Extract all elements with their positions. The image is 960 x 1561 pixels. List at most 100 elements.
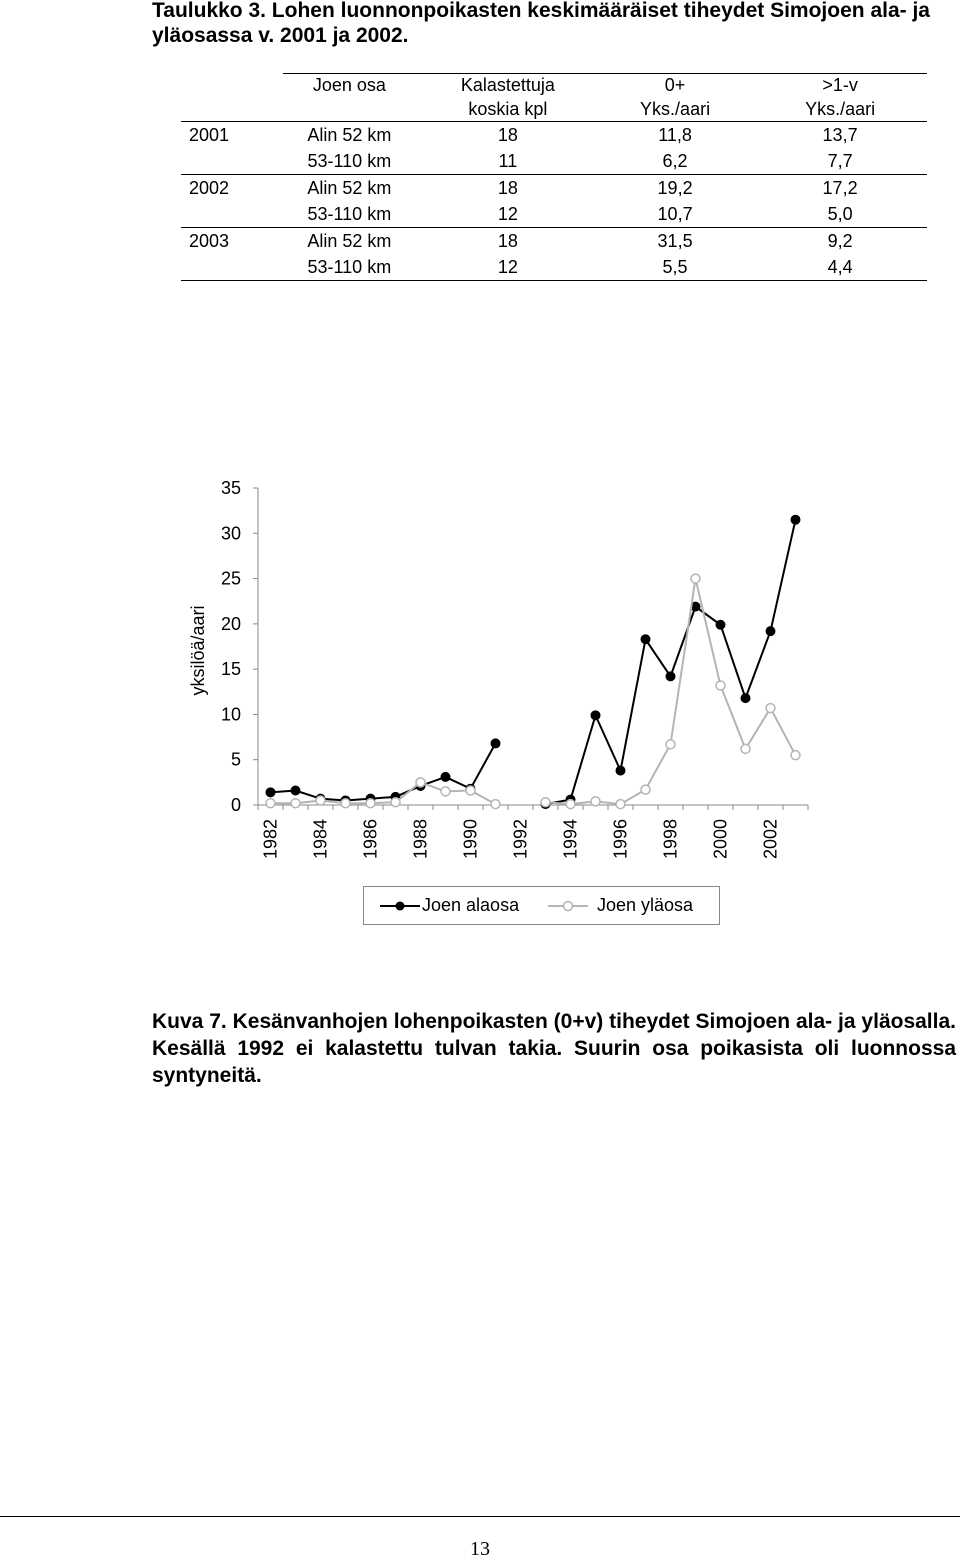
legend-swatch-ylaosa [548, 900, 588, 912]
data-point [490, 798, 501, 810]
series-alaosa [265, 514, 801, 810]
data-point [615, 765, 626, 776]
x-tick-label: 1982 [261, 819, 281, 859]
data-point [665, 671, 676, 682]
table-cell: 11 [498, 151, 518, 171]
y-tick-label: 30 [221, 523, 241, 543]
table-header-cell: Yks./aari [805, 99, 876, 119]
data-point [440, 786, 451, 797]
y-tick-label: 10 [221, 704, 241, 724]
data-point [365, 797, 376, 809]
y-tick-label: 25 [221, 569, 241, 589]
table-row: 2002 Alin 52 km 18 19,2 17,2 [181, 174, 927, 201]
table-cell: 9,2 [753, 227, 927, 254]
table-cell: Alin 52 km [279, 174, 419, 201]
data-point [740, 743, 751, 755]
data-point [415, 777, 426, 788]
table-header-cell: koskia kpl [468, 99, 548, 119]
table-header-cell [181, 97, 280, 122]
data-point [765, 626, 776, 637]
data-point [640, 784, 651, 795]
data-point [390, 797, 401, 808]
table-cell [181, 201, 280, 228]
table-cell: 53-110 km [307, 151, 392, 171]
data-point [790, 514, 801, 525]
table-cell: 18 [418, 121, 597, 148]
data-point [690, 573, 701, 584]
series-line [545, 578, 797, 806]
table-cell: 10,7 [657, 204, 693, 224]
table-cell: 5,5 [596, 254, 754, 281]
x-tick-label: 2000 [711, 819, 731, 859]
y-axis-label: yksilöä/aari [188, 605, 208, 695]
data-point [465, 785, 476, 796]
table-cell: 19,2 [596, 174, 754, 201]
table-caption: Taulukko 3. Lohen luonnonpoikasten keski… [152, 0, 930, 47]
table-header-cell: Kalastettuja [460, 75, 555, 95]
y-tick-label: 15 [221, 659, 241, 679]
x-tick-label: 1988 [411, 819, 431, 859]
table-cell: 5,0 [827, 204, 853, 224]
x-tick-label: 1992 [511, 819, 531, 859]
x-tick-label: 1998 [661, 819, 681, 859]
table-row: 2001 Alin 52 km 18 11,8 13,7 [181, 121, 927, 148]
data-point [590, 796, 601, 807]
data-point [640, 634, 651, 645]
data-point [740, 693, 751, 704]
table-header-cell [181, 73, 280, 97]
x-tick-label: 1990 [461, 819, 481, 859]
y-tick-label: 5 [231, 750, 241, 770]
table-cell [181, 148, 280, 175]
table-row: 53-110 km 11 6,2 7,7 [181, 148, 927, 175]
table-cell: 12 [418, 254, 597, 281]
table-cell [181, 254, 280, 281]
data-point [490, 738, 501, 749]
table-cell: 53-110 km [307, 204, 392, 224]
footer-rule [0, 1516, 960, 1517]
data-point [540, 797, 551, 808]
data-point [265, 787, 276, 798]
data-point [590, 710, 601, 721]
density-chart: 0 5 10 15 20 25 30 35 1982 1984 1986 1988 1990 1992 19… [188, 478, 809, 859]
table-header-cell [280, 97, 419, 122]
table-row: 53-110 km 12 5,5 4,4 [181, 254, 927, 281]
series-line [270, 742, 497, 802]
data-point [615, 798, 626, 810]
table-header-cell: 0+ [664, 75, 686, 95]
chart-legend: Joen alaosa Joen yläosa [363, 886, 720, 925]
table-cell: 2002 [181, 174, 280, 201]
table-cell: 2001 [181, 121, 280, 148]
data-point [315, 795, 326, 806]
data-point [290, 785, 301, 796]
table-cell: 11,8 [596, 121, 754, 148]
data-point [665, 739, 676, 750]
data-point [790, 749, 801, 761]
y-tick-label: 20 [221, 614, 241, 634]
series-ylaosa [265, 573, 801, 810]
table-header-rule [283, 73, 927, 74]
data-point [565, 798, 576, 810]
table-cell: 4,4 [753, 254, 927, 281]
legend-swatch-alaosa [380, 901, 420, 911]
table-cell: 6,2 [662, 151, 688, 171]
x-tick-label: 1984 [311, 819, 331, 859]
table-row: 2003 Alin 52 km 18 31,5 9,2 [181, 227, 927, 254]
table-cell: 53-110 km [279, 254, 419, 281]
legend-label-ylaosa: Joen yläosa [597, 895, 694, 915]
table-cell: 7,7 [827, 151, 853, 171]
data-point [715, 680, 726, 691]
x-tick-label: 1994 [561, 819, 581, 859]
data-point [265, 797, 276, 809]
series-line [270, 781, 496, 805]
y-tick-label: 35 [221, 478, 241, 498]
table-cell: 12 [497, 204, 518, 224]
data-point [765, 702, 776, 714]
table-header-cell: Yks./aari [640, 99, 711, 119]
x-tick-label: 2002 [761, 819, 781, 859]
table-cell: 2003 [181, 227, 280, 254]
figure-caption: Kuva 7. Kesänvanhojen lohenpoikasten (0+… [152, 1010, 956, 1087]
table-cell: 17,2 [753, 174, 927, 201]
y-tick-label: 0 [231, 795, 241, 815]
data-point [340, 797, 351, 809]
table-cell: 31,5 [596, 227, 754, 254]
